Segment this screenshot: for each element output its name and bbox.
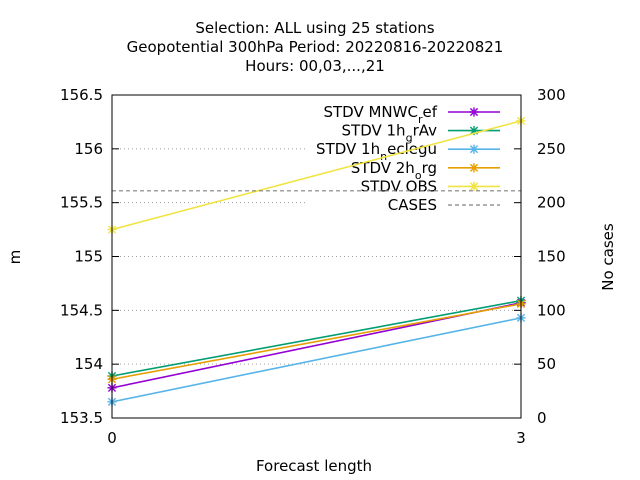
y-axis-label: m	[6, 250, 24, 265]
title-line-2: Geopotential 300hPa Period: 20220816-202…	[127, 38, 504, 56]
y-tick-label: 156.5	[60, 86, 103, 104]
series-line	[111, 120, 522, 231]
y2-tick-label: 250	[537, 140, 566, 158]
y2-tick-label: 300	[537, 86, 566, 104]
y2-tick-label: 100	[537, 301, 566, 319]
y-tick-label: 154.5	[60, 301, 103, 319]
y2-tick-label: 0	[537, 409, 547, 427]
chart-title: Selection: ALL using 25 stations Geopote…	[127, 19, 504, 75]
y-tick-label: 155	[74, 248, 103, 266]
y2-tick-label: 50	[537, 355, 556, 373]
series-lines	[107, 116, 526, 407]
y-tick-label: 156	[74, 140, 103, 158]
title-line-1: Selection: ALL using 25 stations	[195, 19, 434, 37]
legend-label: STDV 2horg	[351, 159, 437, 182]
y2-axis-ticks: 0 50 100 150 200 250 300	[514, 86, 566, 427]
series-stdv-obs	[107, 116, 526, 235]
title-line-3: Hours: 00,03,...,21	[245, 57, 385, 75]
series-line	[111, 299, 522, 377]
legend-label: CASES	[388, 196, 437, 214]
y-tick-label: 155.5	[60, 194, 103, 212]
x-tick-label: 3	[516, 429, 526, 447]
x-tick-label: 0	[107, 429, 117, 447]
gridlines	[112, 148, 521, 365]
legend-label: STDV MNWCref	[323, 103, 437, 126]
y-tick-label: 154	[74, 355, 103, 373]
y-tick-label: 153.5	[60, 409, 103, 427]
legend-label: STDV 1hgrAv	[342, 122, 438, 145]
series-line	[111, 317, 522, 403]
y2-tick-label: 150	[537, 248, 566, 266]
series-stdv-mnwc-ref	[107, 298, 526, 393]
y2-axis-label: No cases	[599, 223, 617, 291]
x-axis-label: Forecast length	[256, 457, 372, 475]
series-line	[111, 303, 522, 381]
y2-tick-label: 200	[537, 194, 566, 212]
plot-frame	[111, 94, 522, 419]
series-stdv-1h-neclegu	[107, 313, 526, 407]
legend-label: STDV OBS	[361, 177, 437, 195]
